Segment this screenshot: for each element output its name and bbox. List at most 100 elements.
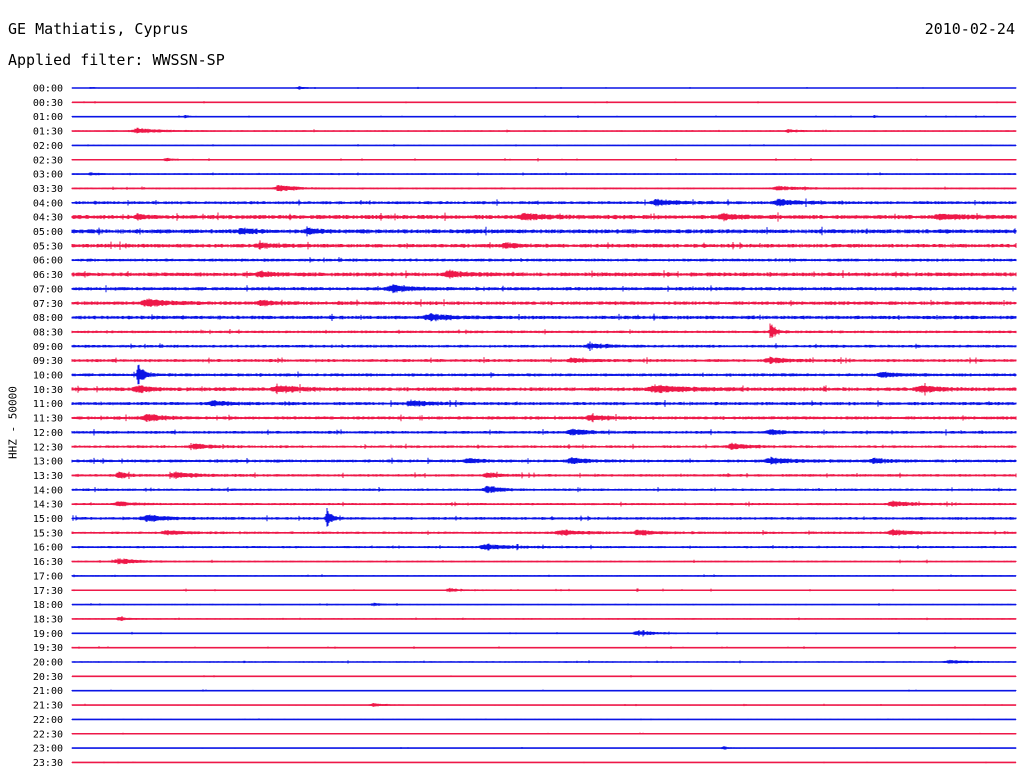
seismic-trace [71, 528, 1017, 536]
time-label: 05:30 [33, 241, 63, 252]
time-label: 02:00 [33, 141, 63, 152]
time-label: 03:00 [33, 170, 63, 181]
time-label: 17:30 [33, 586, 63, 597]
seismic-trace [71, 356, 1017, 365]
time-label: 05:00 [33, 227, 63, 238]
seismic-trace [71, 616, 1017, 621]
time-label: 23:00 [33, 744, 63, 755]
time-label: 16:30 [33, 557, 63, 568]
seismic-trace [71, 471, 1017, 480]
seismic-trace [71, 485, 1017, 494]
seismic-trace [71, 86, 1017, 90]
seismic-trace [71, 172, 1017, 176]
time-label: 18:30 [33, 614, 63, 625]
time-label: 13:00 [33, 457, 63, 468]
time-label: 14:00 [33, 485, 63, 496]
seismic-trace [71, 212, 1017, 222]
seismic-trace [71, 732, 1017, 735]
time-label: 09:00 [33, 342, 63, 353]
seismic-trace [71, 659, 1017, 664]
seismic-trace [71, 115, 1017, 119]
time-label: 08:00 [33, 313, 63, 324]
seismic-trace [71, 198, 1017, 208]
seismic-trace [71, 718, 1017, 721]
time-label: 04:30 [33, 213, 63, 224]
time-label: 12:30 [33, 442, 63, 453]
time-label: 06:00 [33, 256, 63, 267]
time-label: 20:30 [33, 672, 63, 683]
time-label: 22:30 [33, 729, 63, 740]
date-label: 2010-02-24 [924, 20, 1015, 38]
time-label: 04:00 [33, 198, 63, 209]
seismic-trace [71, 675, 1017, 678]
time-label: 15:00 [33, 514, 63, 525]
time-label: 06:30 [33, 270, 63, 281]
time-labels: 00:00 00:30 01:00 01:30 02:00 02:30 03:00 03:30… [33, 84, 63, 769]
seismic-trace [71, 587, 1017, 593]
seismic-trace [71, 629, 1017, 637]
seismic-trace [71, 574, 1017, 578]
time-label: 14:30 [33, 500, 63, 511]
seismic-trace [71, 761, 1017, 764]
time-label: 01:30 [33, 127, 63, 138]
seismic-trace [71, 646, 1017, 649]
seismic-trace [71, 456, 1017, 465]
time-label: 12:00 [33, 428, 63, 439]
time-label: 13:30 [33, 471, 63, 482]
time-label: 19:00 [33, 629, 63, 640]
time-label: 03:30 [33, 184, 63, 195]
time-label: 07:30 [33, 299, 63, 310]
seismic-trace [71, 399, 1017, 408]
seismic-trace [71, 428, 1017, 436]
seismic-trace [71, 157, 1017, 162]
time-label: 10:30 [33, 385, 63, 396]
seismic-trace [71, 284, 1017, 294]
station-title: GE Mathiatis, Cyprus [8, 20, 189, 38]
time-label: 18:00 [33, 600, 63, 611]
seismic-trace [71, 364, 1017, 385]
seismic-trace [71, 558, 1017, 565]
seismic-trace [71, 313, 1017, 322]
seismic-trace [71, 341, 1017, 351]
time-label: 00:30 [33, 98, 63, 109]
seismic-trace [71, 269, 1017, 279]
time-label: 17:00 [33, 571, 63, 582]
time-label: 20:00 [33, 658, 63, 669]
time-label: 19:30 [33, 643, 63, 654]
seismic-trace [71, 689, 1017, 692]
seismic-trace [71, 383, 1017, 396]
time-label: 21:00 [33, 686, 63, 697]
time-label: 09:30 [33, 356, 63, 367]
time-label: 00:00 [33, 84, 63, 95]
seismic-trace [71, 508, 1017, 527]
seismic-trace [71, 144, 1017, 147]
time-label: 08:30 [33, 327, 63, 338]
seismic-trace [71, 101, 1017, 104]
seismic-trace [71, 298, 1017, 308]
traces [71, 86, 1017, 764]
seismic-trace [71, 442, 1017, 451]
seismic-trace [71, 184, 1017, 192]
seismic-trace [71, 543, 1017, 551]
time-label: 16:00 [33, 543, 63, 554]
seismic-trace [71, 413, 1017, 423]
seismic-trace [71, 127, 1017, 134]
filter-label: Applied filter: WWSSN-SP [8, 51, 225, 69]
time-label: 01:00 [33, 112, 63, 123]
seismic-trace [71, 703, 1017, 707]
time-label: 22:00 [33, 715, 63, 726]
time-label: 15:30 [33, 528, 63, 539]
seismic-trace [71, 240, 1017, 250]
seismic-trace [71, 323, 1017, 338]
seismic-trace [71, 500, 1017, 507]
time-label: 10:00 [33, 371, 63, 382]
time-label: 02:30 [33, 155, 63, 166]
seismic-trace [71, 257, 1017, 263]
seismic-trace [71, 746, 1017, 750]
seismic-trace [71, 226, 1017, 237]
seismic-trace [71, 602, 1017, 607]
time-label: 11:30 [33, 414, 63, 425]
time-label: 11:00 [33, 399, 63, 410]
time-label: 21:30 [33, 701, 63, 712]
